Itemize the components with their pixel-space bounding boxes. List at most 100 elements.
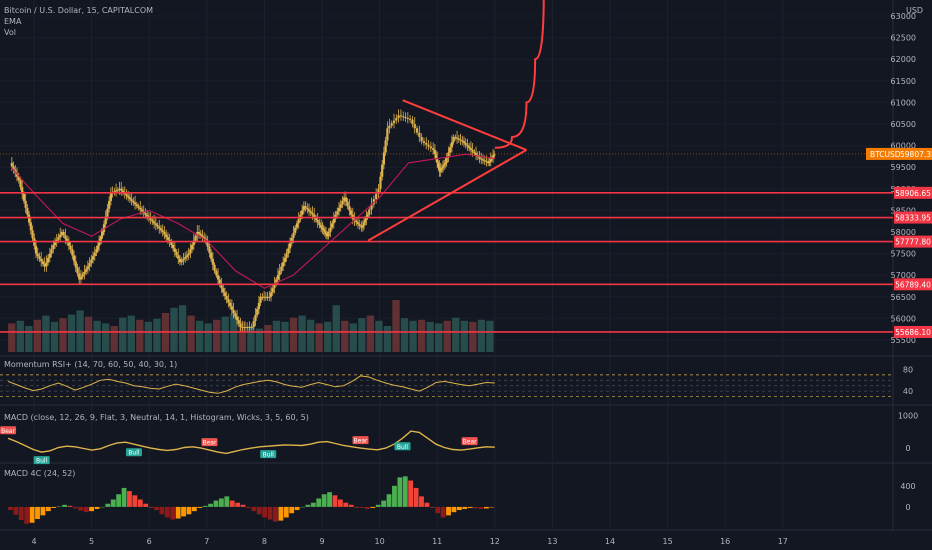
macd4c-bar — [137, 499, 143, 507]
x-tick-label: 5 — [89, 537, 94, 546]
macd4c-bar — [402, 476, 408, 507]
candle-body — [120, 188, 123, 191]
candle-body — [356, 222, 360, 225]
candle-body — [191, 244, 194, 250]
candle-body — [314, 217, 318, 220]
candle-body — [447, 152, 450, 158]
candle-body — [381, 164, 384, 177]
triangle-upper-line[interactable] — [402, 99, 527, 151]
level-price-tag — [894, 278, 932, 291]
macd4c-bar — [143, 503, 149, 507]
level-price-label: 58906.65 — [895, 189, 931, 198]
candle-body — [452, 136, 455, 143]
candle-body — [436, 158, 439, 163]
candle-body — [304, 206, 307, 208]
macd4c-y-tick: 400 — [900, 482, 915, 491]
ema-indicator-label[interactable]: EMA — [4, 17, 22, 26]
volume-bar — [153, 318, 161, 352]
macd4c-bar — [370, 506, 376, 508]
macd4c-bar — [348, 504, 354, 507]
macd4c-bar — [218, 498, 224, 507]
macd4c-bar — [386, 494, 392, 507]
candle-body — [366, 214, 369, 218]
y-tick-label: 56000 — [891, 314, 916, 323]
volume-bar — [298, 315, 306, 352]
candle-body — [85, 269, 88, 272]
macd4c-pane-title[interactable]: MACD 4C (24, 52) — [4, 469, 76, 478]
candle-body — [355, 220, 358, 223]
candle-body — [441, 166, 445, 169]
candle-body — [468, 146, 471, 149]
x-tick-label: 9 — [319, 537, 324, 546]
macd4c-bar — [262, 506, 268, 518]
candle-body — [409, 118, 412, 120]
candle-body — [109, 193, 112, 201]
y-tick-label: 62500 — [891, 34, 916, 43]
candle-body — [437, 162, 440, 168]
candle-body — [146, 214, 149, 217]
x-tick-label: 16 — [720, 537, 730, 546]
macd4c-bar — [24, 506, 30, 524]
macd-signal-label: Bull — [397, 444, 409, 451]
candle-body — [420, 136, 423, 142]
volume-bar — [136, 319, 144, 352]
macd4c-bar — [100, 506, 105, 508]
ema-line — [10, 153, 495, 289]
candle-body — [288, 243, 292, 249]
macd-y-tick: 0 — [905, 444, 910, 453]
candle-body — [64, 235, 67, 239]
candle-body — [139, 207, 142, 210]
macd-signal-tag — [394, 442, 411, 451]
volume-bar — [8, 323, 16, 352]
vol-indicator-label[interactable]: Vol — [4, 28, 16, 37]
candle-body — [206, 240, 209, 247]
candle-body — [489, 159, 492, 162]
candle-body — [22, 193, 26, 201]
candle-body — [311, 212, 314, 215]
candle-body — [375, 193, 378, 200]
candle-body — [133, 202, 137, 205]
candle-body — [149, 218, 152, 220]
macd4c-bar — [354, 506, 359, 508]
candle-body — [69, 245, 72, 250]
candle-body — [341, 200, 344, 205]
macd4c-bar — [164, 506, 170, 518]
level-price-label: 55686.10 — [895, 328, 931, 337]
candle-body — [74, 261, 77, 268]
candle-body — [113, 191, 116, 193]
candle-body — [454, 136, 457, 138]
candle-body — [187, 253, 190, 256]
macd4c-bar — [435, 506, 441, 514]
macd4c-pane — [8, 476, 495, 524]
candle-body — [163, 232, 166, 235]
level-price-label: 56789.40 — [895, 280, 931, 289]
y-tick-label: 56500 — [891, 293, 916, 302]
volume-bar — [452, 317, 460, 352]
symbol-title[interactable]: Bitcoin / U.S. Dollar, 15, CAPITALCOM — [4, 6, 154, 15]
rsi-pane-title[interactable]: Momentum RSI+ (14, 70, 60, 50, 40, 30, 1… — [4, 360, 178, 369]
candle-body — [455, 137, 459, 139]
macd-signal-label: Bull — [263, 452, 275, 459]
candle-body — [439, 169, 442, 172]
candle-body — [67, 242, 70, 246]
macd-pane-title[interactable]: MACD (close, 12, 26, 9, Flat, 3, Neutral… — [4, 413, 309, 422]
macd4c-bar — [408, 480, 414, 507]
triangle-lower-line[interactable] — [367, 149, 527, 242]
candle-body — [144, 212, 147, 215]
candle-body — [248, 327, 251, 329]
candle-body — [316, 219, 319, 223]
candle-body — [326, 234, 329, 237]
volume-bar — [42, 315, 50, 352]
volume-bar — [417, 319, 426, 352]
candle-body — [38, 256, 41, 259]
macd4c-bar — [78, 506, 84, 511]
candle-body — [386, 128, 389, 141]
forecast-curve[interactable] — [494, 0, 545, 149]
candle-body — [50, 249, 53, 254]
level-price-tag — [894, 325, 932, 338]
candle-body — [440, 168, 443, 170]
y-tick-label: 58500 — [891, 206, 916, 215]
candle-body — [425, 143, 428, 145]
volume-bar — [383, 326, 392, 352]
